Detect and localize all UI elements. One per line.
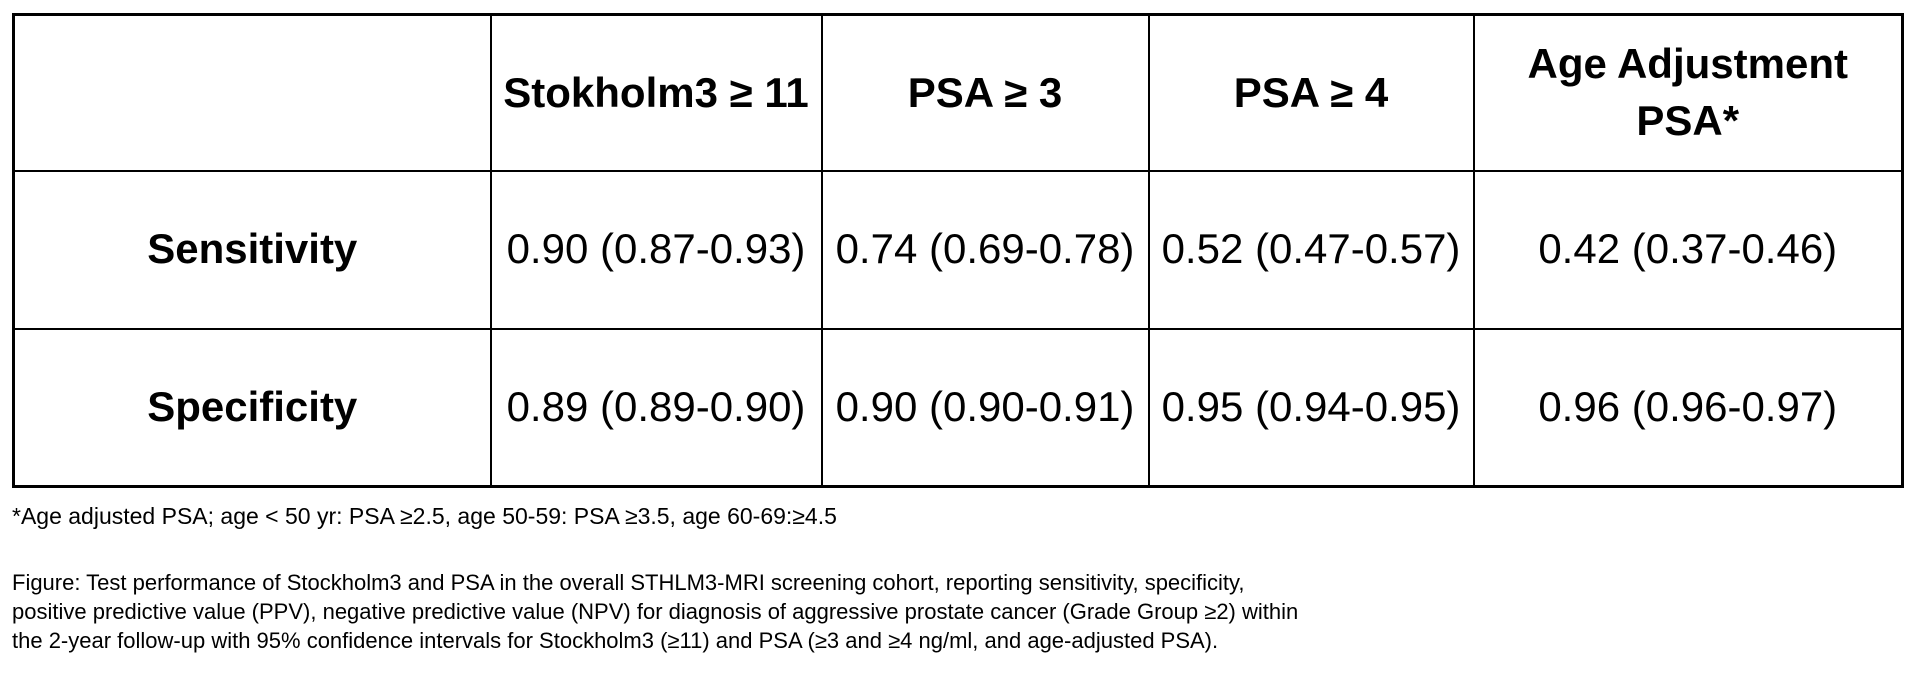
table-row-sensitivity: Sensitivity 0.90 (0.87-0.93) 0.74 (0.69-… (12, 169, 1904, 330)
cell-sensitivity-psa3: 0.74 (0.69-0.78) (820, 169, 1150, 330)
header-cell-psa4: PSA ≥ 4 (1147, 13, 1475, 172)
caption-line-3: the 2-year follow-up with 95% confidence… (12, 628, 1219, 653)
header-cell-stokholm3: Stokholm3 ≥ 11 (489, 13, 823, 172)
header-cell-age-adjustment-psa: Age Adjustment PSA* (1472, 13, 1904, 172)
header-label-age-adjustment-psa: Age Adjustment PSA* (1527, 40, 1848, 144)
header-cell-psa3: PSA ≥ 3 (820, 13, 1150, 172)
caption-line-2: positive predictive value (PPV), negativ… (12, 599, 1299, 624)
cell-sensitivity-age-adjusted-psa: 0.42 (0.37-0.46) (1472, 169, 1904, 330)
cell-sensitivity-psa4: 0.52 (0.47-0.57) (1147, 169, 1475, 330)
cell-specificity-psa4: 0.95 (0.94-0.95) (1147, 327, 1475, 488)
row-label-sensitivity: Sensitivity (12, 169, 492, 330)
cell-sensitivity-stokholm3: 0.90 (0.87-0.93) (489, 169, 823, 330)
document-page: Stokholm3 ≥ 11 PSA ≥ 3 PSA ≥ 4 Age Adjus… (12, 13, 1920, 655)
cell-specificity-stokholm3: 0.89 (0.89-0.90) (489, 327, 823, 488)
cell-specificity-age-adjusted-psa: 0.96 (0.96-0.97) (1472, 327, 1904, 488)
figure-caption: Figure: Test performance of Stockholm3 a… (12, 568, 1920, 655)
cell-specificity-psa3: 0.90 (0.90-0.91) (820, 327, 1150, 488)
results-table: Stokholm3 ≥ 11 PSA ≥ 3 PSA ≥ 4 Age Adjus… (12, 13, 1904, 488)
table-row-specificity: Specificity 0.89 (0.89-0.90) 0.90 (0.90-… (12, 327, 1904, 488)
table-footnote: *Age adjusted PSA; age < 50 yr: PSA ≥2.5… (12, 503, 837, 529)
row-label-specificity: Specificity (12, 327, 492, 488)
header-cell-empty (12, 13, 492, 172)
header-row: Stokholm3 ≥ 11 PSA ≥ 3 PSA ≥ 4 Age Adjus… (12, 13, 1904, 172)
caption-line-1: Figure: Test performance of Stockholm3 a… (12, 570, 1245, 595)
